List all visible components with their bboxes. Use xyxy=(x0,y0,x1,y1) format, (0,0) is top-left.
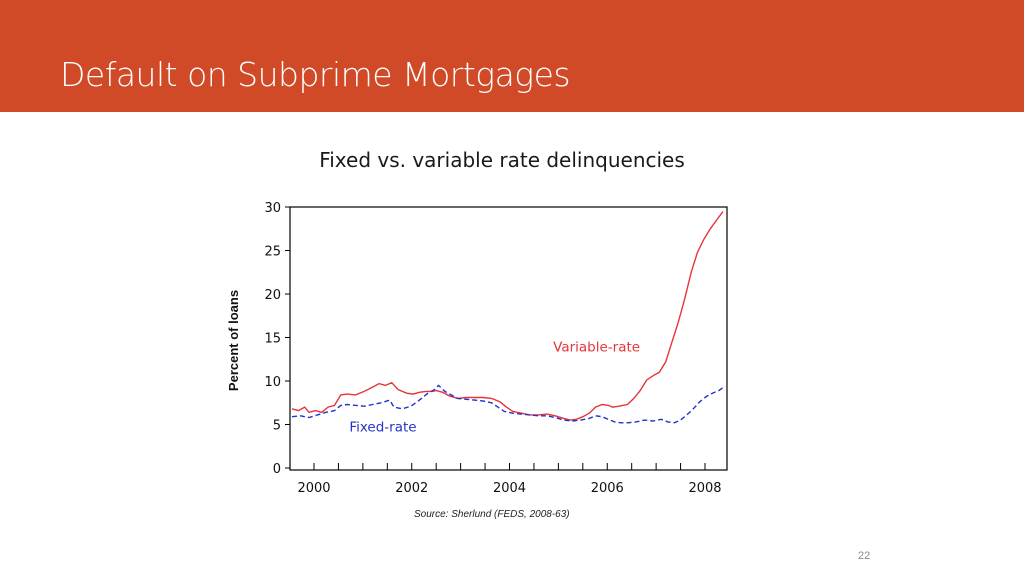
y-tick-label: 0 xyxy=(273,462,281,477)
y-axis-label: Percent of loans xyxy=(226,290,241,391)
series-label-variable-rate: Variable-rate xyxy=(553,339,640,355)
slide-title: Default on Subprime Mortgages xyxy=(60,55,571,94)
page-number: 22 xyxy=(858,550,871,562)
y-tick-label: 15 xyxy=(264,332,281,347)
series-line-variable-rate xyxy=(291,210,724,421)
y-tick-label: 30 xyxy=(264,201,281,216)
series-line-fixed-rate xyxy=(291,384,726,424)
y-tick-label: 25 xyxy=(264,245,281,260)
x-tick-label: 2002 xyxy=(395,481,428,496)
y-tick-label: 10 xyxy=(264,375,281,390)
plot-frame xyxy=(289,206,728,471)
series-label-fixed-rate: Fixed-rate xyxy=(349,419,416,435)
x-tick-label: 2000 xyxy=(297,481,330,496)
y-tick-label: 5 xyxy=(273,419,281,434)
title-bar: Default on Subprime Mortgages xyxy=(0,0,1024,112)
source-note: Source: Sherlund (FEDS, 2008-63) xyxy=(414,509,570,520)
chart-heading: Fixed vs. variable rate delinquencies xyxy=(319,148,685,172)
x-tick-label: 2004 xyxy=(493,481,526,496)
y-tick-label: 20 xyxy=(264,288,281,303)
x-tick-label: 2008 xyxy=(688,481,721,496)
x-tick-label: 2006 xyxy=(591,481,624,496)
